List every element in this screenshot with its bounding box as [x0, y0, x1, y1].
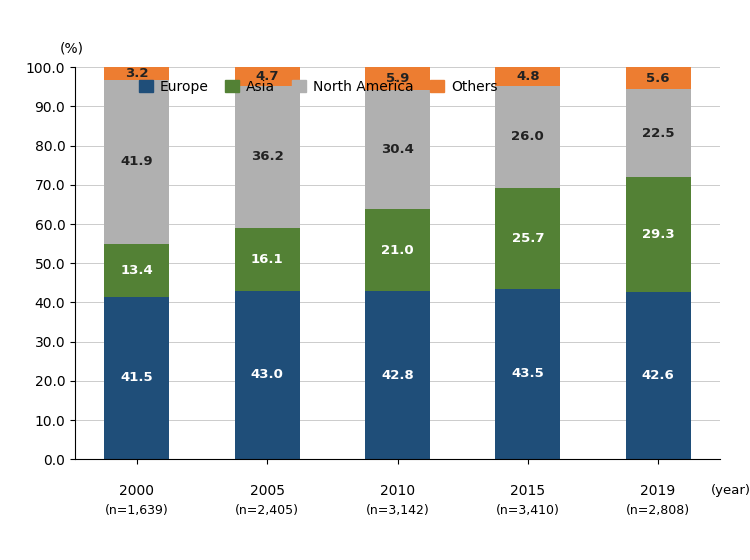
Text: 36.2: 36.2 [251, 150, 284, 163]
Bar [626, 67, 691, 89]
Bar [235, 227, 300, 291]
Bar [495, 188, 560, 288]
Text: 43.5: 43.5 [512, 367, 544, 380]
Text: 4.7: 4.7 [256, 70, 279, 83]
Text: 13.4: 13.4 [121, 264, 153, 277]
Text: 41.5: 41.5 [121, 371, 153, 384]
Bar [495, 86, 560, 188]
Text: (n=2,808): (n=2,808) [626, 503, 690, 517]
Text: 3.2: 3.2 [125, 67, 148, 80]
Text: 25.7: 25.7 [512, 232, 544, 245]
Bar [365, 291, 430, 459]
Bar [104, 297, 170, 459]
Text: 26.0: 26.0 [512, 130, 544, 143]
Bar [626, 292, 691, 459]
Text: 43.0: 43.0 [251, 368, 284, 381]
Legend: Europe, Asia, North America, Others: Europe, Asia, North America, Others [134, 74, 503, 99]
Text: 5.9: 5.9 [386, 72, 410, 85]
Bar [104, 80, 170, 244]
Text: (year): (year) [711, 484, 750, 497]
Bar [235, 86, 300, 227]
Text: 42.6: 42.6 [642, 369, 674, 382]
Text: 42.8: 42.8 [381, 369, 414, 382]
Text: (n=2,405): (n=2,405) [236, 503, 299, 517]
Bar [495, 67, 560, 86]
Text: 41.9: 41.9 [121, 155, 153, 169]
Text: 2019: 2019 [640, 484, 676, 498]
Text: 21.0: 21.0 [381, 244, 414, 257]
Text: 30.4: 30.4 [381, 143, 414, 156]
Text: 29.3: 29.3 [642, 228, 674, 241]
Bar [626, 89, 691, 178]
Bar [365, 209, 430, 291]
Bar [365, 90, 430, 209]
Text: (n=1,639): (n=1,639) [105, 503, 169, 517]
Bar [365, 67, 430, 90]
Bar [235, 67, 300, 86]
Bar [626, 178, 691, 292]
Text: 2000: 2000 [119, 484, 154, 498]
Text: (n=3,142): (n=3,142) [366, 503, 429, 517]
Text: (%): (%) [60, 41, 84, 55]
Bar [495, 288, 560, 459]
Text: 2005: 2005 [250, 484, 285, 498]
Text: 5.6: 5.6 [646, 72, 670, 85]
Bar [235, 291, 300, 459]
Bar [104, 67, 170, 80]
Text: (n=3,410): (n=3,410) [496, 503, 560, 517]
Text: 2010: 2010 [380, 484, 415, 498]
Text: 4.8: 4.8 [516, 70, 539, 83]
Text: 2015: 2015 [510, 484, 545, 498]
Text: 22.5: 22.5 [642, 127, 674, 140]
Text: 16.1: 16.1 [251, 253, 284, 265]
Bar [104, 244, 170, 297]
